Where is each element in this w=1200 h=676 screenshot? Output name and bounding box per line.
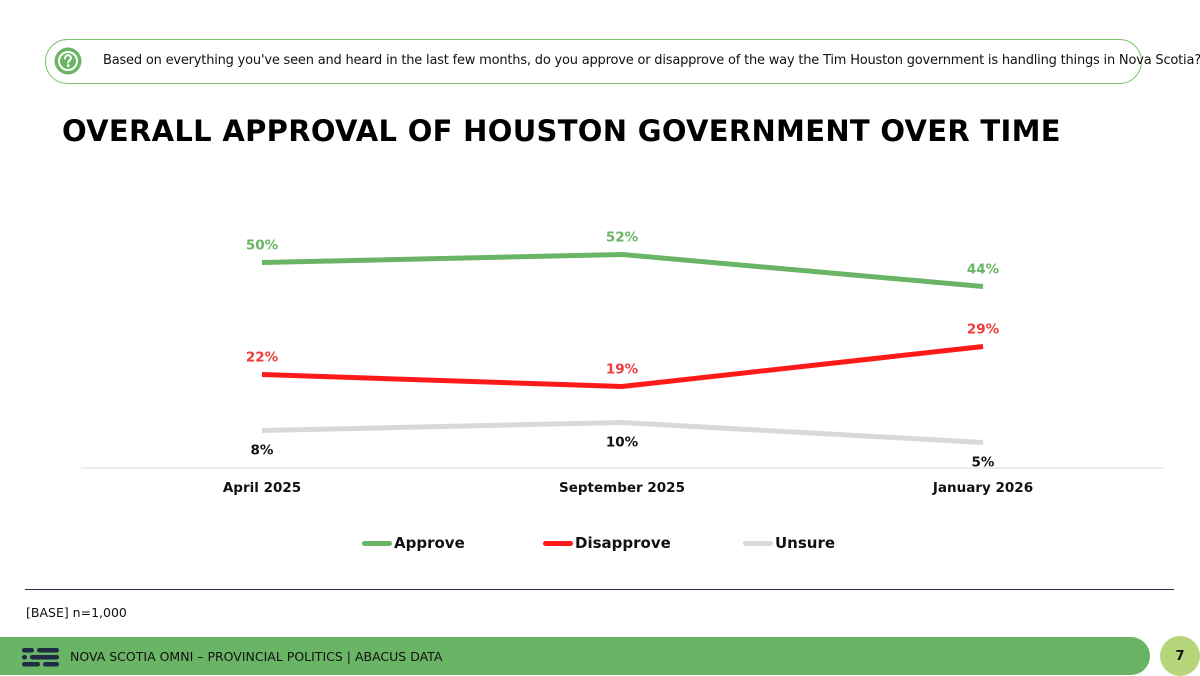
footer-band: NOVA SCOTIA OMNI – PROVINCIAL POLITICS |… bbox=[0, 637, 1150, 675]
legend-label: Approve bbox=[394, 534, 465, 552]
legend-item-unsure: Unsure bbox=[743, 534, 835, 552]
legend-swatch bbox=[362, 540, 392, 546]
footer-source: NOVA SCOTIA OMNI – PROVINCIAL POLITICS |… bbox=[70, 649, 443, 664]
question-icon bbox=[54, 47, 82, 75]
series-line-approve bbox=[261, 252, 984, 289]
chart-title: OVERALL APPROVAL OF HOUSTON GOVERNMENT O… bbox=[62, 114, 1061, 148]
x-tick-label: April 2025 bbox=[223, 480, 301, 496]
data-label-disapprove: 29% bbox=[967, 322, 1000, 338]
page-number: 7 bbox=[1160, 636, 1200, 676]
question-box: Based on everything you've seen and hear… bbox=[45, 39, 1200, 84]
footer-divider bbox=[25, 589, 1174, 590]
data-label-approve: 44% bbox=[967, 262, 1000, 278]
question-text: Based on everything you've seen and hear… bbox=[103, 53, 1200, 68]
chart-legend: Approve Disapprove Unsure bbox=[0, 534, 1200, 554]
abacus-logo-icon bbox=[22, 648, 59, 667]
data-label-disapprove: 22% bbox=[246, 350, 279, 366]
data-label-unsure: 10% bbox=[606, 435, 639, 451]
data-label-approve: 52% bbox=[606, 230, 639, 246]
x-tick-label: January 2026 bbox=[932, 480, 1033, 496]
series-line-unsure bbox=[261, 420, 984, 445]
legend-item-disapprove: Disapprove bbox=[543, 534, 671, 552]
legend-item-approve: Approve bbox=[362, 534, 465, 552]
base-note: [BASE] n=1,000 bbox=[26, 605, 127, 620]
data-label-unsure: 8% bbox=[251, 443, 274, 459]
x-tick-label: September 2025 bbox=[559, 480, 685, 496]
legend-label: Unsure bbox=[775, 534, 836, 552]
data-label-unsure: 5% bbox=[972, 455, 995, 471]
data-label-approve: 50% bbox=[246, 238, 279, 254]
legend-swatch bbox=[543, 540, 573, 546]
legend-label: Disapprove bbox=[575, 534, 671, 552]
series-line-disapprove bbox=[261, 344, 984, 389]
data-label-disapprove: 19% bbox=[606, 362, 639, 378]
legend-swatch bbox=[743, 540, 773, 546]
